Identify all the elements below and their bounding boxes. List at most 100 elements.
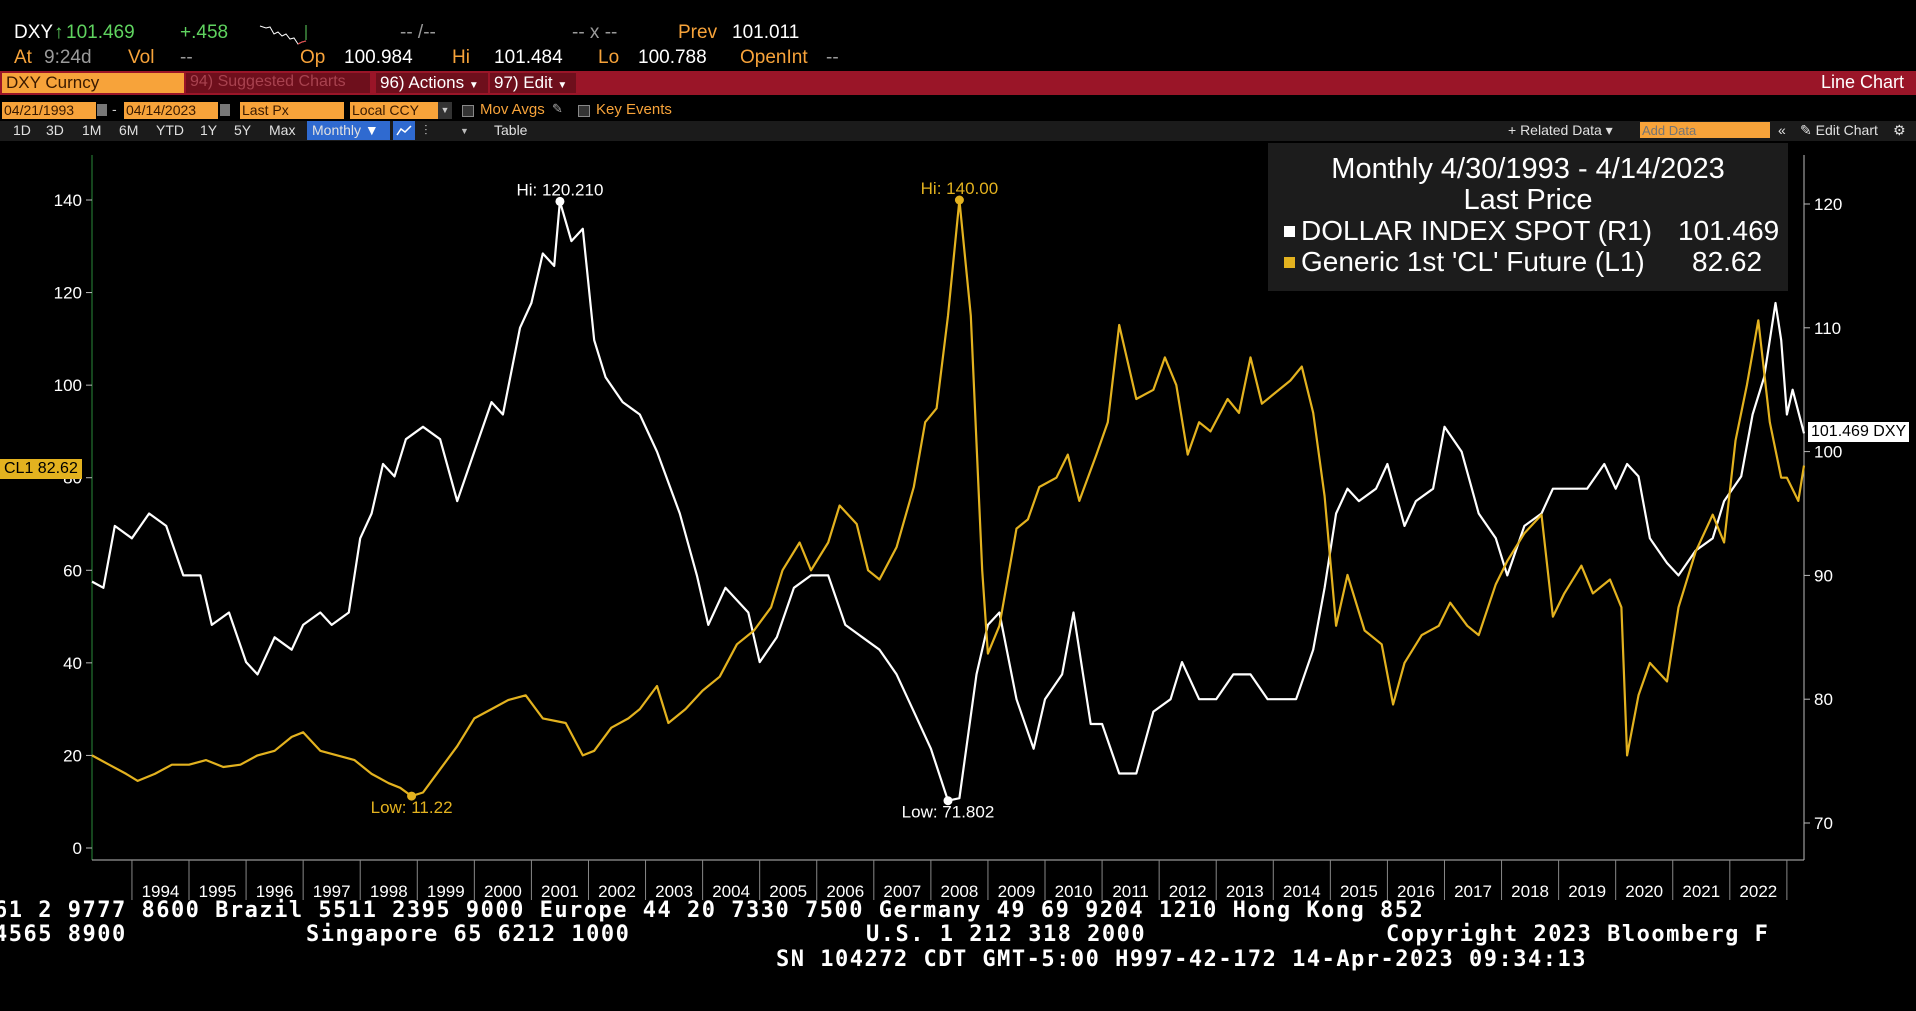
gear-icon[interactable]: ⚙: [1893, 122, 1906, 138]
at-label: At: [14, 47, 32, 68]
x-tick-label: 2013: [1226, 882, 1264, 901]
end-date-input[interactable]: 04/14/2023: [124, 102, 218, 119]
legend-item-dxy: DOLLAR INDEX SPOT (R1): [1284, 215, 1652, 247]
right-tick-label: 90: [1814, 566, 1833, 585]
legend-value-dxy: 101.469: [1678, 215, 1780, 246]
collapse-icon[interactable]: «: [1778, 122, 1786, 138]
period-bar: 1D 3D 1M 6M YTD 1Y 5Y Max Monthly ▼ ⫶ ▼ …: [0, 121, 1916, 141]
left-tick-label: 0: [73, 839, 82, 858]
legend-value-oil: 82.62: [1692, 246, 1763, 277]
key-events-label: Key Events: [596, 101, 672, 118]
open-label: Op: [300, 47, 326, 68]
period-6m[interactable]: 6M: [119, 122, 139, 138]
period-3d[interactable]: 3D: [46, 122, 64, 138]
calendar-icon[interactable]: [220, 104, 230, 116]
legend: Monthly 4/30/1993 - 4/14/2023 Last Price…: [1268, 143, 1788, 291]
x-tick-label: 2014: [1283, 882, 1321, 901]
x-tick-label: 1994: [142, 882, 180, 901]
vol-label: Vol: [128, 47, 155, 68]
legend-name: Generic 1st 'CL' Future (L1): [1301, 246, 1645, 277]
mov-avgs-checkbox[interactable]: [462, 105, 474, 117]
legend-swatch: [1284, 226, 1295, 237]
x-tick-label: 2019: [1568, 882, 1606, 901]
x-tick-label: 2022: [1739, 882, 1777, 901]
annotation-label: Low: 71.802: [902, 803, 995, 822]
time-value: 9:24d: [44, 47, 92, 68]
left-tick-label: 120: [54, 284, 82, 303]
security-input[interactable]: DXY Curncy: [2, 73, 184, 93]
field-select[interactable]: Last Px: [240, 102, 344, 119]
prev-label: Prev: [678, 22, 718, 43]
period-1m[interactable]: 1M: [82, 122, 102, 138]
annotation-marker: [954, 195, 964, 205]
lo-label: Lo: [598, 47, 620, 68]
period-5y[interactable]: 5Y: [234, 122, 252, 138]
footer-line-2c: U.S. 1 212 318 2000: [866, 922, 1147, 947]
left-axis: 020406080100120140: [54, 155, 93, 860]
left-tick-label: 40: [63, 654, 82, 673]
right-tick-label: 120: [1814, 195, 1842, 214]
net-change: +.458: [180, 22, 229, 43]
x-tick-label: 2004: [712, 882, 750, 901]
actions-button[interactable]: 96) Actions ▼: [376, 73, 488, 93]
x-tick-label: 2021: [1682, 882, 1720, 901]
actions-label: 96) Actions: [380, 73, 465, 92]
annotation-label: Hi: 140.00: [921, 179, 999, 198]
related-data-button[interactable]: + Related Data ▾: [1508, 122, 1613, 138]
add-data-input[interactable]: [1640, 122, 1770, 138]
ticker: DXY: [14, 22, 54, 43]
x-tick-label: 2007: [883, 882, 921, 901]
annotation-marker: [943, 796, 953, 806]
period-max[interactable]: Max: [269, 122, 296, 138]
calendar-icon[interactable]: [97, 104, 107, 116]
key-events-checkbox[interactable]: [578, 105, 590, 117]
suggested-charts-button[interactable]: 94) Suggested Charts: [186, 73, 370, 93]
x-tick-label: 2015: [1340, 882, 1378, 901]
pencil-icon[interactable]: ✎: [552, 101, 563, 116]
start-date-input[interactable]: 04/21/1993: [2, 102, 96, 119]
right-tick-label: 100: [1814, 443, 1842, 462]
sparkline-icon: [259, 25, 307, 45]
left-tick-label: 100: [54, 376, 82, 395]
legend-swatch: [1284, 257, 1295, 268]
table-button[interactable]: Table: [494, 122, 528, 138]
up-arrow-icon: ↑: [54, 22, 64, 43]
chevron-down-icon: ▼: [468, 80, 479, 91]
annotation-marker: [407, 791, 417, 801]
annotation-label: Hi: 120.210: [516, 180, 603, 199]
line-chart-icon[interactable]: [393, 121, 415, 140]
edit-label: 97) Edit: [494, 73, 553, 92]
x-tick-label: 2009: [998, 882, 1036, 901]
last-price: 101.469: [66, 22, 135, 43]
period-1d[interactable]: 1D: [13, 122, 31, 138]
period-ytd[interactable]: YTD: [156, 122, 184, 138]
currency-select[interactable]: Local CCY: [350, 102, 438, 119]
left-tick-label: 20: [63, 746, 82, 765]
frequency-select[interactable]: Monthly ▼: [307, 121, 390, 140]
period-1y[interactable]: 1Y: [200, 122, 218, 138]
openint-value: --: [826, 47, 839, 68]
legend-title: Monthly 4/30/1993 - 4/14/2023: [1331, 153, 1725, 185]
x-tick-label: 1999: [427, 882, 465, 901]
footer-line-2a: 4565 8900: [0, 922, 127, 947]
x-tick-label: 1998: [370, 882, 408, 901]
frequency-label: Monthly: [312, 122, 362, 138]
open-value: 100.984: [344, 47, 413, 68]
chevron-down-icon[interactable]: ▼: [460, 126, 469, 136]
right-axis: 70 80 90 100 110 120: [1803, 155, 1842, 860]
x-tick-label: 2010: [1055, 882, 1093, 901]
x-axis: 1994 1995 1996 1997 1998 1999 2000 2001 2002 2003…: [92, 859, 1804, 901]
edit-chart-button[interactable]: ✎ Edit Chart: [1800, 122, 1878, 138]
footer-line-2d: Copyright 2023 Bloomberg F: [1386, 922, 1770, 947]
oil-last-label: CL1 82.62: [0, 459, 82, 479]
left-tick-label: 60: [63, 561, 82, 580]
bar-chart-icon[interactable]: ⫶: [424, 122, 428, 138]
edit-button[interactable]: 97) Edit ▼: [490, 73, 576, 93]
add-data-field[interactable]: [1640, 123, 1770, 138]
x-tick-label: 2001: [541, 882, 579, 901]
openint-label: OpenInt: [740, 47, 808, 68]
vol-value: --: [180, 47, 193, 68]
blank-field-2: -- x --: [572, 22, 618, 43]
chevron-down-icon[interactable]: ▼: [438, 102, 452, 119]
